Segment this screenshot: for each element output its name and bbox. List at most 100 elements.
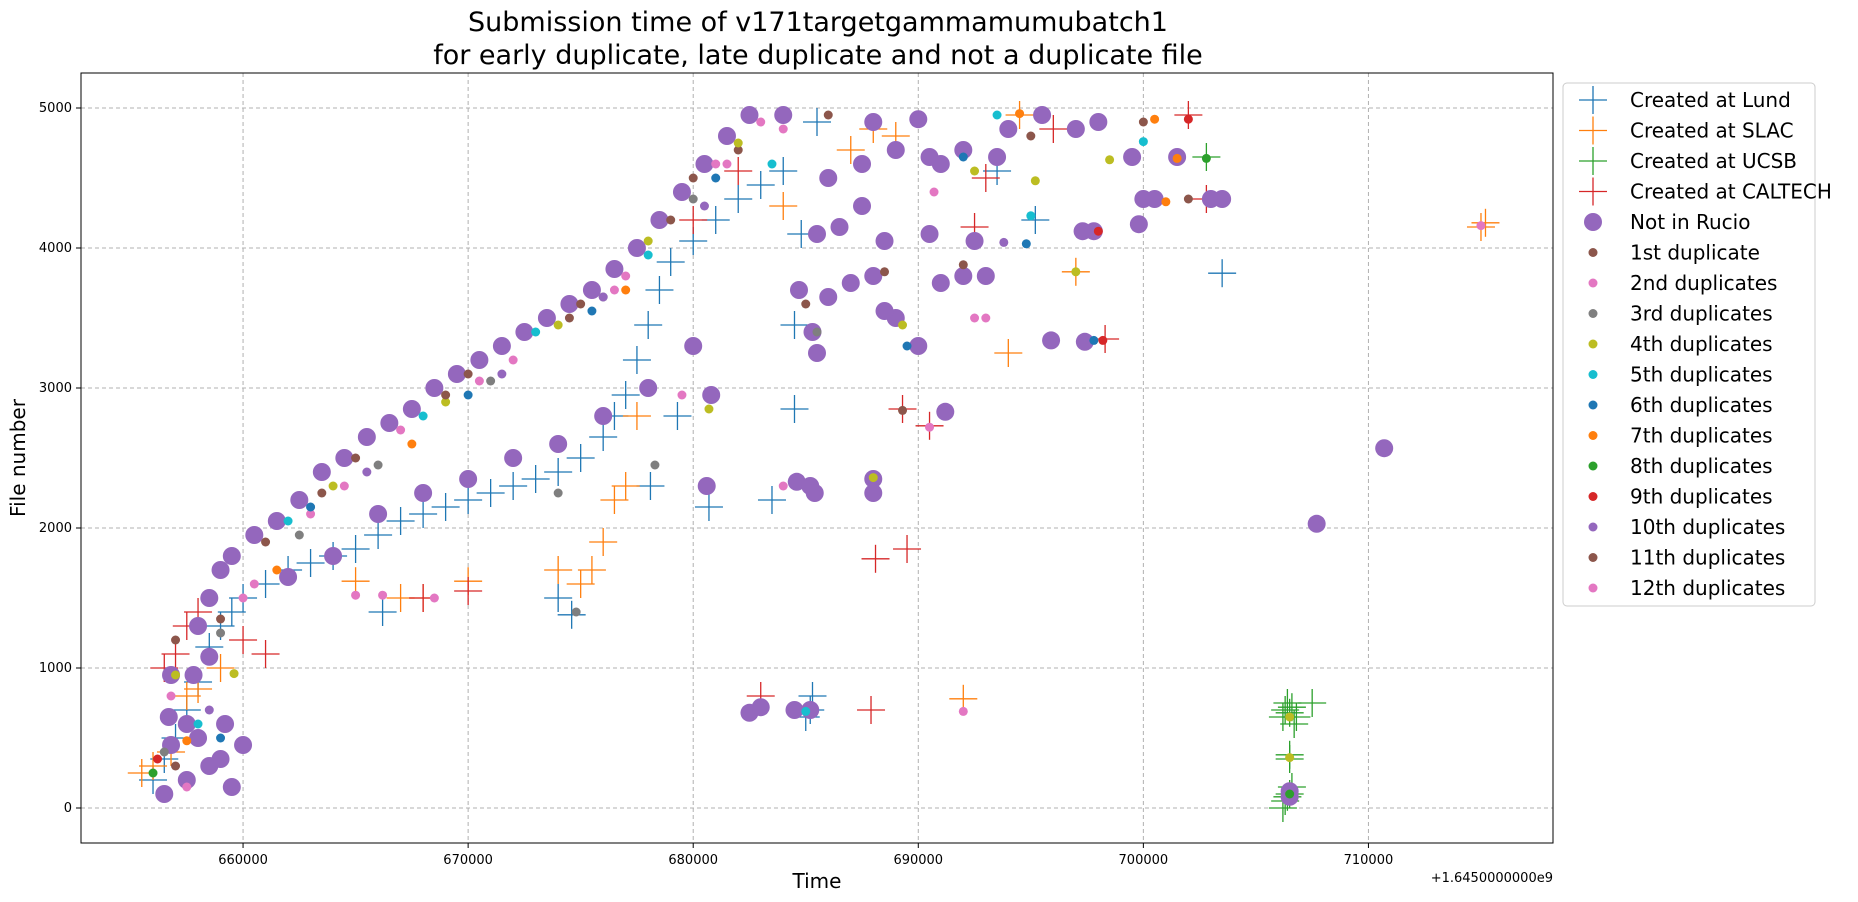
data-point [566, 570, 595, 598]
data-point [868, 473, 878, 483]
data-point [864, 267, 883, 285]
data-point [161, 640, 190, 668]
data-point [722, 159, 732, 169]
data-point [476, 479, 505, 507]
legend-label: 1st duplicate [1630, 241, 1760, 265]
data-point [1471, 208, 1500, 237]
data-point [386, 507, 415, 535]
data-point [864, 113, 883, 131]
data-point [823, 110, 833, 120]
legend-label: 5th duplicates [1630, 363, 1773, 387]
data-point [1208, 259, 1237, 288]
series-9 [193, 110, 1148, 729]
data-point [441, 397, 451, 407]
data-point [171, 635, 181, 645]
data-point [1021, 239, 1031, 249]
legend-label: 7th duplicates [1630, 424, 1773, 448]
data-point [184, 666, 203, 684]
data-point [756, 117, 766, 127]
data-point [819, 288, 838, 306]
data-point [688, 173, 698, 183]
data-point [1026, 131, 1036, 141]
data-point [970, 313, 980, 323]
data-point [454, 486, 483, 514]
data-point [1298, 689, 1327, 717]
series-14 [204, 201, 1009, 715]
legend-label: 8th duplicates [1630, 454, 1773, 478]
legend-marker [1588, 522, 1598, 532]
data-point [589, 528, 618, 556]
data-point [936, 402, 955, 421]
series-10 [216, 152, 1099, 743]
series-16 [166, 124, 980, 701]
data-point [1089, 335, 1099, 345]
data-point [283, 516, 293, 526]
data-point [418, 411, 428, 421]
x-tick-label: 700000 [1119, 853, 1169, 868]
data-point [290, 491, 309, 509]
data-point [544, 458, 573, 486]
data-point [515, 323, 534, 341]
data-point [1129, 215, 1148, 234]
y-tick-label: 0 [64, 801, 72, 816]
legend-marker [1588, 492, 1598, 501]
data-point [200, 647, 219, 666]
data-point [1030, 176, 1040, 186]
data-point [544, 556, 573, 584]
data-point [954, 267, 973, 285]
data-point [694, 493, 723, 521]
x-tick-label: 680000 [668, 853, 718, 868]
data-point [639, 379, 658, 397]
data-point [306, 502, 316, 512]
legend-marker [1588, 461, 1598, 471]
data-point [364, 521, 393, 549]
data-point [778, 124, 788, 134]
data-point [672, 183, 691, 201]
data-point [981, 313, 991, 323]
data-point [182, 736, 192, 746]
data-point [1093, 226, 1103, 236]
data-point [341, 535, 370, 563]
data-point [643, 236, 653, 246]
data-point [537, 309, 556, 327]
data-point [544, 584, 573, 612]
data-point [414, 484, 433, 502]
series-11 [182, 109, 1182, 746]
data-point [774, 106, 793, 124]
legend-marker [1579, 147, 1607, 175]
data-point [1285, 712, 1295, 722]
y-tick-label: 5000 [39, 101, 72, 116]
data-point [812, 327, 822, 337]
data-point [1071, 267, 1081, 277]
data-point [1033, 106, 1052, 124]
data-point [431, 493, 460, 521]
data-point [988, 148, 1007, 166]
data-point [931, 274, 950, 292]
data-point [780, 311, 809, 339]
data-point [155, 785, 174, 803]
data-point [808, 225, 826, 243]
data-point [830, 218, 849, 236]
legend-label: Created at SLAC [1630, 119, 1794, 143]
data-point [328, 481, 338, 491]
data-point [1145, 190, 1164, 208]
legend-label: 6th duplicates [1630, 393, 1773, 417]
data-point [724, 157, 753, 185]
chart-title-line1: Submission time of v171targetgammamumuba… [468, 7, 1168, 38]
data-point [1476, 221, 1486, 231]
y-tick-label: 3000 [39, 381, 72, 396]
data-point [611, 381, 640, 409]
data-point [861, 544, 890, 573]
data-point [992, 110, 1002, 120]
data-point [1172, 153, 1182, 163]
data-point [1183, 194, 1193, 204]
series-2 [1192, 143, 1327, 822]
legend-marker [1584, 213, 1602, 231]
data-point [249, 579, 259, 589]
data-point [177, 715, 196, 733]
data-point [875, 302, 894, 320]
data-point [1075, 332, 1094, 351]
data-point [684, 337, 703, 355]
data-point [1026, 211, 1036, 221]
legend-label: Not in Rucio [1630, 210, 1750, 234]
